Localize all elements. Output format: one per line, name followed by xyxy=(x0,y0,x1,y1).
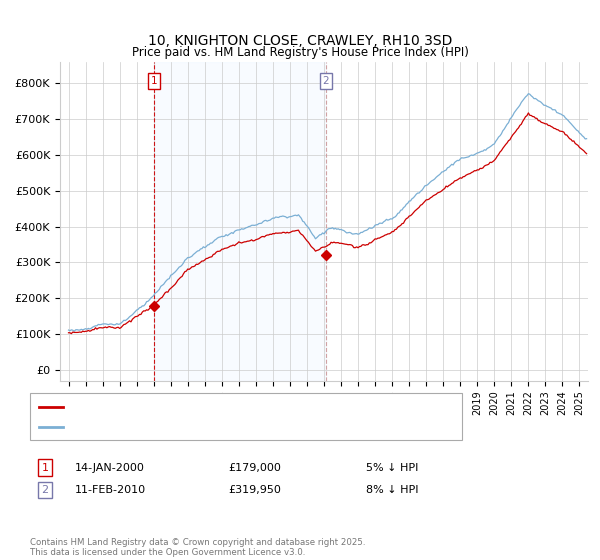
Text: 10, KNIGHTON CLOSE, CRAWLEY, RH10 3SD (detached house): 10, KNIGHTON CLOSE, CRAWLEY, RH10 3SD (d… xyxy=(69,402,392,412)
Text: 8% ↓ HPI: 8% ↓ HPI xyxy=(366,485,419,495)
Text: 2: 2 xyxy=(323,76,329,86)
Text: £319,950: £319,950 xyxy=(228,485,281,495)
Text: 11-FEB-2010: 11-FEB-2010 xyxy=(75,485,146,495)
Text: 1: 1 xyxy=(151,76,158,86)
Text: Price paid vs. HM Land Registry's House Price Index (HPI): Price paid vs. HM Land Registry's House … xyxy=(131,46,469,59)
Text: 14-JAN-2000: 14-JAN-2000 xyxy=(75,463,145,473)
Text: £179,000: £179,000 xyxy=(228,463,281,473)
Text: 2: 2 xyxy=(41,485,49,495)
Bar xyxy=(154,62,326,381)
Text: Contains HM Land Registry data © Crown copyright and database right 2025.
This d: Contains HM Land Registry data © Crown c… xyxy=(30,538,365,557)
Text: 1: 1 xyxy=(41,463,49,473)
Text: 5% ↓ HPI: 5% ↓ HPI xyxy=(366,463,418,473)
Text: HPI: Average price, detached house, Crawley: HPI: Average price, detached house, Craw… xyxy=(69,422,304,432)
Text: 10, KNIGHTON CLOSE, CRAWLEY, RH10 3SD: 10, KNIGHTON CLOSE, CRAWLEY, RH10 3SD xyxy=(148,34,452,48)
